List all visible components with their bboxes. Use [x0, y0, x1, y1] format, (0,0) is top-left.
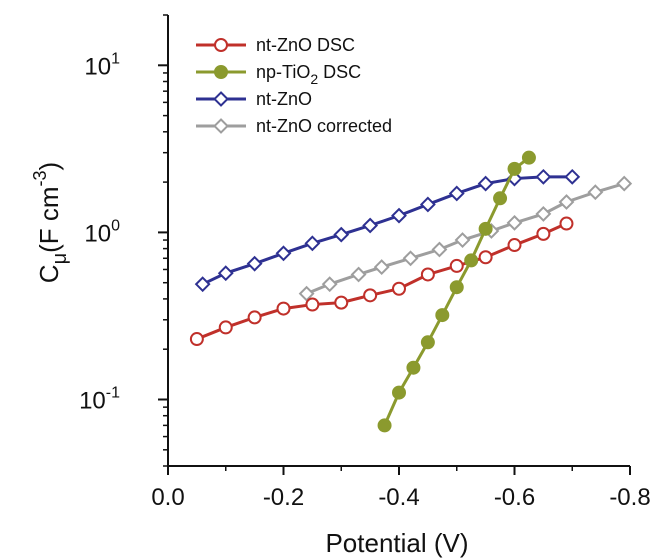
data-point: [393, 209, 406, 222]
y-tick-label-exp: -1: [106, 385, 120, 402]
data-point: [421, 336, 434, 349]
data-point: [407, 361, 420, 374]
data-point: [196, 278, 209, 291]
y-axis: 10-1100101: [79, 15, 168, 466]
x-tick-label: -0.2: [263, 484, 304, 511]
y-tick-label: 101: [84, 50, 120, 80]
data-point: [433, 243, 446, 256]
data-point: [277, 247, 290, 260]
data-point: [436, 309, 449, 322]
data-point: [421, 198, 434, 211]
legend-label-main: nt-ZnO: [256, 89, 312, 109]
y-axis-title: Cμ(F cm-3): [30, 162, 71, 283]
data-point: [508, 162, 521, 175]
data-point: [422, 268, 434, 280]
data-point: [335, 297, 347, 309]
y-axis-title-main: C: [34, 264, 64, 283]
data-point: [248, 257, 261, 270]
data-point: [560, 196, 573, 209]
x-tick-label: -0.6: [494, 484, 535, 511]
data-point: [508, 216, 521, 229]
legend-label-main: nt-ZnO corrected: [256, 116, 392, 136]
y-tick-label-exp: 0: [111, 217, 120, 234]
legend-label: nt-ZnO corrected: [256, 116, 392, 136]
data-point: [335, 228, 348, 241]
data-point: [306, 237, 319, 250]
data-point: [220, 321, 232, 333]
y-tick-label-base: 10: [84, 53, 111, 80]
legend-label-main: nt-ZnO DSC: [256, 35, 355, 55]
data-point: [278, 303, 290, 315]
data-point: [479, 222, 492, 235]
data-point: [537, 207, 550, 220]
legend-entry-2: nt-ZnO: [196, 89, 312, 109]
legend-marker: [215, 120, 228, 133]
data-point: [618, 177, 631, 190]
data-point: [509, 239, 521, 251]
data-point: [450, 187, 463, 200]
data-point: [480, 251, 492, 263]
data-point: [352, 268, 365, 281]
data-point: [451, 260, 463, 272]
x-axis: 0.0 -0.2 -0.4 -0.6 -0.8: [151, 466, 650, 511]
legend: nt-ZnO DSCnp-TiO2 DSCnt-ZnOnt-ZnO correc…: [196, 35, 392, 136]
data-point: [306, 299, 318, 311]
legend-label-sub: 2: [310, 71, 318, 87]
data-point: [323, 278, 336, 291]
y-tick-label-exp: 1: [111, 50, 120, 67]
legend-label-tail: DSC: [318, 62, 361, 82]
data-point: [378, 419, 391, 432]
legend-entry-1: np-TiO2 DSC: [196, 62, 361, 87]
data-point: [522, 151, 535, 164]
y-axis-title-exp: -3: [30, 170, 50, 186]
y-tick-label: 100: [84, 217, 120, 247]
legend-label: nt-ZnO: [256, 89, 312, 109]
series-0: [191, 218, 573, 346]
data-point: [537, 228, 549, 240]
data-point: [375, 261, 388, 274]
data-point: [249, 311, 261, 323]
legend-marker: [215, 66, 228, 79]
data-point: [566, 170, 579, 183]
legend-label-main: np-TiO: [256, 62, 310, 82]
data-point: [560, 218, 572, 230]
legend-marker: [215, 93, 228, 106]
data-point: [479, 177, 492, 190]
data-point: [364, 289, 376, 301]
y-axis-title-unit: (F cm: [34, 186, 64, 252]
y-axis-title-sub: μ: [49, 253, 71, 265]
y-tick-label-base: 10: [79, 388, 106, 415]
legend-marker: [215, 39, 227, 51]
data-point: [456, 234, 469, 247]
legend-entry-3: nt-ZnO corrected: [196, 116, 392, 136]
y-tick-label: 10-1: [79, 385, 120, 415]
data-point: [450, 281, 463, 294]
data-point: [393, 386, 406, 399]
series-2: [196, 170, 579, 290]
x-tick-label: -0.8: [609, 484, 650, 511]
x-tick-label: -0.4: [378, 484, 419, 511]
y-axis-title-close: ): [34, 162, 64, 171]
series-layer: [191, 151, 631, 432]
legend-label: nt-ZnO DSC: [256, 35, 355, 55]
data-point: [537, 170, 550, 183]
data-point: [364, 219, 377, 232]
legend-label: np-TiO2 DSC: [256, 62, 361, 87]
data-point: [589, 186, 602, 199]
data-point: [219, 267, 232, 280]
x-tick-label: 0.0: [151, 484, 184, 511]
data-point: [465, 254, 478, 267]
y-tick-label-base: 10: [84, 220, 111, 247]
data-point: [494, 192, 507, 205]
data-point: [191, 333, 203, 345]
series-3: [300, 177, 631, 300]
x-axis-title: Potential (V): [325, 528, 468, 558]
data-point: [393, 283, 405, 295]
legend-entry-0: nt-ZnO DSC: [196, 35, 355, 55]
data-point: [404, 252, 417, 265]
